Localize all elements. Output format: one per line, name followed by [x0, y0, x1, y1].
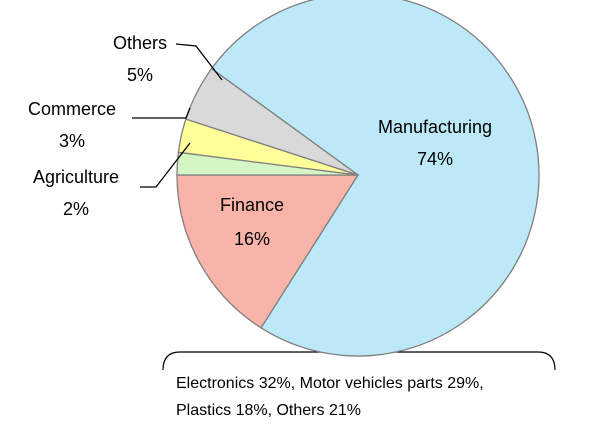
value-label: 74% [417, 149, 453, 169]
slice-label: Commerce [28, 99, 116, 119]
pie-slice [210, 0, 540, 357]
slice-label: Others [113, 33, 167, 53]
annotation: Electronics 32%, Motor vehicles parts 29… [176, 375, 484, 392]
pie-slice [185, 67, 359, 176]
value-label: 5% [127, 65, 153, 85]
slice-label: Manufacturing [378, 117, 492, 137]
leader-line [132, 107, 191, 119]
value-label: 2% [63, 199, 89, 219]
leader-line [140, 142, 191, 188]
slice-label: Agriculture [33, 167, 119, 187]
pie-slice [176, 174, 360, 329]
slice-label: Finance [220, 195, 284, 215]
annotation: Plastics 18%, Others 21% [176, 402, 361, 419]
value-label: 3% [59, 131, 85, 151]
leader-line [175, 43, 223, 81]
pie [176, 0, 540, 357]
value-label: 16% [234, 229, 270, 249]
